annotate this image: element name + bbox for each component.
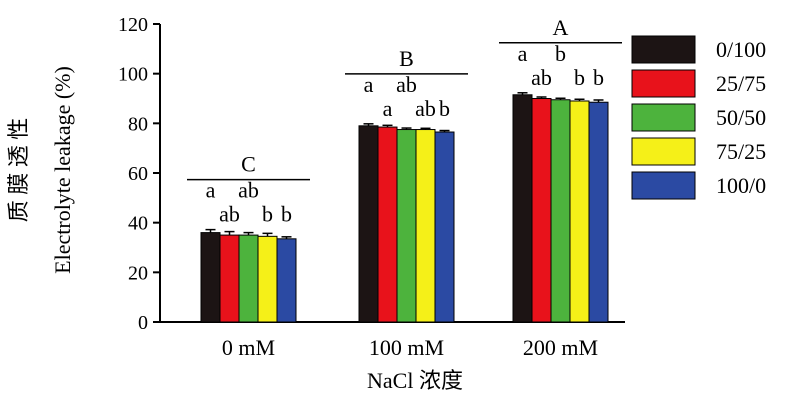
y-axis-label: Electrolyte leakage (%) (50, 66, 75, 274)
bar (512, 94, 533, 323)
group-letter: B (399, 46, 414, 71)
legend: 0/100 25/75 50/50 75/25 100/0 (631, 35, 766, 200)
legend-label: 50/50 (716, 105, 766, 130)
bar (358, 125, 379, 323)
significance-letter: ab (396, 72, 417, 97)
bar (257, 235, 278, 323)
significance-letter: a (383, 96, 393, 121)
legend-label: 25/75 (716, 71, 766, 96)
significance-letter: b (281, 202, 292, 227)
bar (219, 234, 240, 323)
legend-swatch (631, 69, 696, 98)
bar (550, 99, 571, 323)
bar (377, 126, 398, 323)
x-category-label: 200 mM (523, 335, 598, 360)
y-tick-label: 20 (128, 262, 148, 284)
bar (415, 129, 436, 323)
legend-label: 100/0 (716, 173, 766, 198)
significance-letter: a (206, 178, 216, 203)
y-tick-label: 120 (118, 14, 148, 36)
significance-letter: ab (531, 65, 552, 90)
y-tick-label: 60 (128, 163, 148, 185)
legend-swatch (631, 103, 696, 132)
bar (588, 101, 609, 323)
significance-letter: ab (415, 96, 436, 121)
group-significance: C B A (187, 15, 622, 181)
bar (200, 232, 221, 323)
significance-letter: b (574, 65, 585, 90)
x-category-label: 100 mM (369, 335, 444, 360)
bar (569, 100, 590, 323)
x-category-labels: 0 mM 100 mM 200 mM (222, 335, 598, 360)
y-tick-label: 0 (138, 312, 148, 334)
significance-letter: b (262, 202, 273, 227)
y-tick-label: 100 (118, 64, 148, 86)
significance-letter: a (364, 72, 374, 97)
y-ticks: 0 20 40 60 80 100 120 (118, 14, 160, 334)
significance-letter: b (439, 96, 450, 121)
bar (396, 129, 417, 323)
y-tick-label: 40 (128, 213, 148, 235)
group-letter: C (241, 152, 256, 177)
y-tick-label: 80 (128, 113, 148, 135)
bar (434, 131, 455, 323)
bar (276, 238, 297, 323)
significance-letter: ab (219, 202, 240, 227)
bar (531, 98, 552, 323)
y-axis-label-chinese: 质 膜 透 性 (6, 118, 31, 223)
x-category-label: 0 mM (222, 335, 275, 360)
x-axis-label: NaCl 浓度 (367, 368, 463, 393)
significance-letter: a (518, 41, 528, 66)
significance-letter: ab (238, 178, 259, 203)
legend-swatch (631, 171, 696, 200)
significance-letter: b (593, 65, 604, 90)
legend-label: 0/100 (716, 37, 766, 62)
group-letter: A (553, 15, 569, 40)
legend-label: 75/25 (716, 139, 766, 164)
legend-swatch (631, 35, 696, 64)
significance-letter: b (555, 41, 566, 66)
bar (238, 234, 259, 323)
legend-swatch (631, 137, 696, 166)
